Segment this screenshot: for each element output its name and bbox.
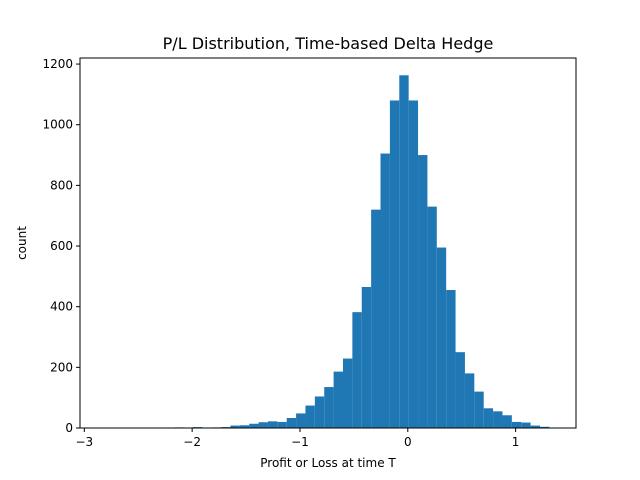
histogram-bar bbox=[296, 413, 306, 428]
y-axis-ticks: 0 200 400 600 800 1000 1200 bbox=[42, 57, 80, 435]
histogram-bar bbox=[418, 155, 428, 428]
histogram-bar bbox=[539, 426, 550, 428]
plot-frame bbox=[79, 57, 577, 429]
histogram-bar bbox=[324, 387, 334, 428]
histogram-bar bbox=[314, 396, 325, 428]
histogram-bar bbox=[474, 391, 484, 428]
histogram-bar bbox=[277, 421, 287, 428]
histogram-bar bbox=[371, 209, 381, 428]
y-tick-label: 400 bbox=[50, 300, 73, 314]
histogram-bar bbox=[286, 417, 297, 428]
histogram-bar bbox=[427, 206, 437, 428]
histogram-bar bbox=[342, 358, 353, 428]
histogram-bar bbox=[389, 100, 400, 428]
chart-title: P/L Distribution, Time-based Delta Hedge bbox=[163, 34, 494, 53]
x-tick-label: −2 bbox=[183, 435, 201, 449]
y-tick-label: 0 bbox=[65, 421, 73, 435]
histogram-bar bbox=[399, 75, 409, 428]
histogram-bar bbox=[239, 425, 250, 428]
y-tick-label: 800 bbox=[50, 178, 73, 192]
x-tick-label: 1 bbox=[512, 435, 520, 449]
histogram-bar bbox=[361, 286, 372, 428]
histogram-bar bbox=[258, 422, 268, 428]
x-axis-ticks: −3 −2 −1 0 1 bbox=[75, 428, 519, 449]
histogram-bar bbox=[493, 411, 503, 428]
histogram-bar bbox=[455, 352, 465, 428]
y-tick-label: 1000 bbox=[42, 118, 73, 132]
x-tick-label: −3 bbox=[75, 435, 93, 449]
x-tick-label: −1 bbox=[291, 435, 309, 449]
histogram-bar bbox=[511, 421, 522, 428]
histogram-bar bbox=[249, 423, 259, 428]
histogram-bar bbox=[380, 153, 390, 429]
histogram-bar bbox=[521, 422, 531, 428]
histogram-bars bbox=[89, 75, 559, 429]
x-tick-label: 0 bbox=[404, 435, 412, 449]
histogram-bar bbox=[333, 371, 343, 428]
histogram-bar bbox=[230, 425, 240, 428]
y-tick-label: 1200 bbox=[42, 57, 73, 71]
histogram-bar bbox=[267, 421, 278, 428]
histogram-bar bbox=[436, 247, 447, 428]
histogram-bar bbox=[483, 408, 494, 428]
histogram-bar bbox=[502, 415, 512, 428]
histogram-bar bbox=[446, 290, 456, 428]
y-axis-label: count bbox=[15, 226, 29, 260]
histogram-bar bbox=[352, 312, 362, 428]
histogram-bar bbox=[408, 100, 419, 428]
y-tick-label: 200 bbox=[50, 360, 73, 374]
histogram-bar bbox=[305, 405, 315, 428]
histogram-bar bbox=[530, 425, 540, 428]
x-axis-label: Profit or Loss at time T bbox=[260, 456, 396, 470]
histogram-bar bbox=[464, 373, 475, 428]
y-tick-label: 600 bbox=[50, 239, 73, 253]
